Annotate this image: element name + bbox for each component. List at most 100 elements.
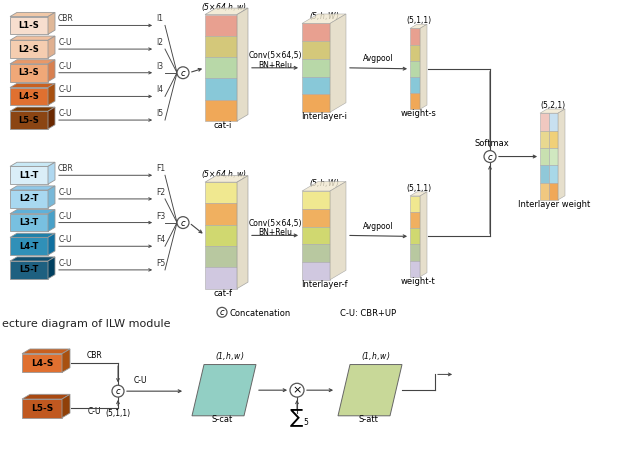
Text: C-U: C-U <box>58 188 72 197</box>
Polygon shape <box>48 84 55 105</box>
Text: F3: F3 <box>156 211 165 220</box>
Bar <box>549 183 558 200</box>
Polygon shape <box>10 210 55 214</box>
Text: S-att: S-att <box>358 415 378 424</box>
Bar <box>205 100 237 121</box>
Bar <box>540 183 549 200</box>
Bar <box>302 191 330 209</box>
Text: CBR: CBR <box>57 164 73 173</box>
Polygon shape <box>540 109 565 113</box>
Text: L5-T: L5-T <box>19 265 38 274</box>
Bar <box>10 237 48 255</box>
Polygon shape <box>48 36 55 58</box>
Text: F1: F1 <box>156 164 165 173</box>
Text: C-U: C-U <box>58 259 72 268</box>
Polygon shape <box>48 233 55 255</box>
Bar <box>410 261 420 277</box>
Polygon shape <box>62 349 70 372</box>
Text: C-U: C-U <box>58 85 72 94</box>
Text: BN+Relu: BN+Relu <box>258 61 292 70</box>
Text: C-U: C-U <box>58 109 72 118</box>
Bar <box>302 244 330 262</box>
Bar <box>302 76 330 94</box>
Polygon shape <box>48 186 55 208</box>
Bar <box>549 148 558 165</box>
Polygon shape <box>10 257 55 261</box>
Text: (5,$h,W$): (5,$h,W$) <box>308 177 339 189</box>
Bar <box>410 228 420 244</box>
Bar <box>302 209 330 227</box>
Bar <box>205 78 237 100</box>
Text: F4: F4 <box>156 236 165 244</box>
Bar <box>205 15 237 36</box>
Text: (1,$h,w$): (1,$h,w$) <box>215 350 244 362</box>
Bar <box>549 131 558 148</box>
Polygon shape <box>48 60 55 82</box>
Circle shape <box>177 217 189 228</box>
Text: cat-f: cat-f <box>214 288 232 297</box>
Bar <box>10 87 48 105</box>
Bar <box>549 113 558 131</box>
Text: C-U: C-U <box>58 236 72 244</box>
Bar <box>205 267 237 289</box>
Polygon shape <box>22 349 70 354</box>
Polygon shape <box>330 182 346 280</box>
Text: (5,1,1): (5,1,1) <box>106 409 131 418</box>
Circle shape <box>217 307 227 317</box>
Bar <box>410 212 420 228</box>
Bar <box>410 77 420 93</box>
Polygon shape <box>10 84 55 87</box>
Polygon shape <box>410 192 427 196</box>
Text: (5×64,$h,w$): (5×64,$h,w$) <box>201 168 247 180</box>
Polygon shape <box>48 162 55 184</box>
Text: C-U: C-U <box>88 407 101 416</box>
Bar <box>302 94 330 112</box>
Text: Avgpool: Avgpool <box>363 54 393 63</box>
Text: L2-T: L2-T <box>19 194 38 203</box>
Polygon shape <box>420 192 427 277</box>
Text: Interlayer-f: Interlayer-f <box>301 280 348 289</box>
Bar <box>205 203 237 225</box>
Text: I4: I4 <box>156 85 163 94</box>
Text: Avgpool: Avgpool <box>363 221 393 230</box>
Polygon shape <box>48 257 55 279</box>
Polygon shape <box>10 107 55 111</box>
Text: 5: 5 <box>303 418 308 427</box>
Bar <box>10 64 48 82</box>
Text: (5,1,1): (5,1,1) <box>406 184 431 193</box>
Bar <box>410 93 420 109</box>
Bar <box>540 113 549 131</box>
Polygon shape <box>330 14 346 112</box>
Text: C-U: C-U <box>133 376 147 385</box>
Text: ecture diagram of ILW module: ecture diagram of ILW module <box>2 319 170 329</box>
Text: L5-S: L5-S <box>31 404 53 413</box>
Text: Conv(5×64,5): Conv(5×64,5) <box>248 219 301 228</box>
Text: $\sum$: $\sum$ <box>289 407 303 429</box>
Text: I3: I3 <box>156 62 163 71</box>
Polygon shape <box>10 162 55 167</box>
Bar <box>302 262 330 280</box>
Polygon shape <box>62 394 70 418</box>
Text: F5: F5 <box>156 259 165 268</box>
Polygon shape <box>192 364 256 416</box>
Text: BN+Relu: BN+Relu <box>258 228 292 237</box>
Polygon shape <box>22 394 70 399</box>
Bar <box>205 182 237 203</box>
Text: (5,2,1): (5,2,1) <box>540 101 565 110</box>
Text: I1: I1 <box>156 15 163 24</box>
Bar <box>10 111 48 129</box>
Polygon shape <box>558 109 565 200</box>
Polygon shape <box>237 176 248 289</box>
Text: L4-S: L4-S <box>31 359 53 368</box>
Text: L4-T: L4-T <box>19 242 38 251</box>
Polygon shape <box>48 107 55 129</box>
Text: (5,$h,W$): (5,$h,W$) <box>308 9 339 22</box>
Bar <box>410 44 420 61</box>
Text: I2: I2 <box>156 38 163 47</box>
Bar <box>205 36 237 57</box>
Bar <box>205 57 237 78</box>
Polygon shape <box>302 14 346 24</box>
Text: C-U: C-U <box>58 62 72 71</box>
Text: cat-i: cat-i <box>214 121 232 130</box>
Bar <box>10 40 48 58</box>
